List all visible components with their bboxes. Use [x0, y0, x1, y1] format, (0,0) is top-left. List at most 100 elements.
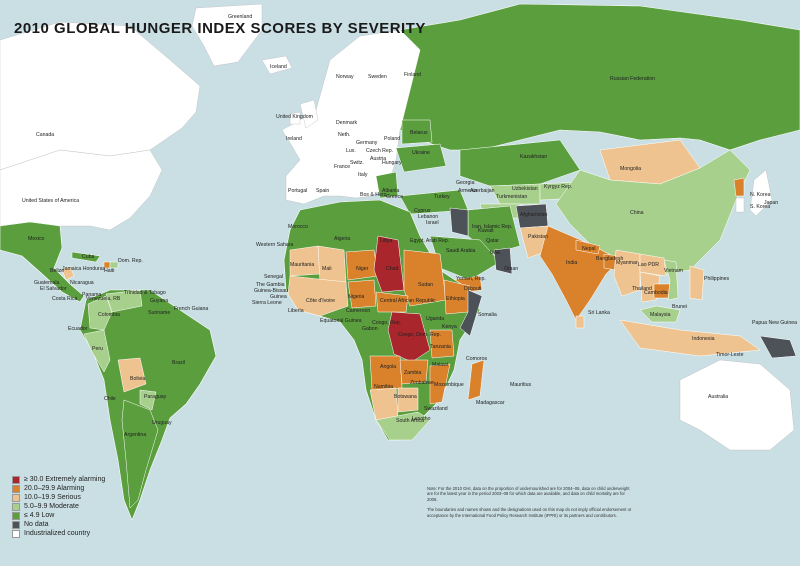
- region-n-korea: [733, 177, 745, 197]
- label-france: France: [334, 164, 350, 170]
- label-iran: Iran, Islamic Rep.: [472, 224, 512, 230]
- region-uzbekistan: [489, 183, 541, 205]
- legend-item-serious: 10.0–19.9 Serious: [12, 493, 105, 502]
- label-kenya: Kenya: [442, 324, 457, 330]
- label-spain: Spain: [316, 188, 329, 194]
- region-sri-lanka: [575, 315, 585, 329]
- legend: ≥ 30.0 Extremely alarming 20.0–29.9 Alar…: [12, 475, 105, 538]
- label-turkmenistan: Turkmenistan: [496, 194, 527, 200]
- region-iceland: [261, 55, 293, 75]
- label-thailand: Thailand: [632, 286, 652, 292]
- map-note: Note: For the 2010 GHI, data on the prop…: [427, 486, 632, 523]
- legend-label: 20.0–29.9 Alarming: [24, 485, 85, 492]
- region-mauritania: [289, 245, 321, 277]
- label-senegal: Senegal: [264, 274, 283, 280]
- label-angola: Angola: [380, 364, 396, 370]
- label-guyana: Guyana: [150, 298, 168, 304]
- label-guinea-bissau: Guinea-Bissau: [254, 288, 288, 294]
- label-austria: Austria: [370, 156, 386, 162]
- region-tanzania: [429, 329, 455, 359]
- region-madagascar: [467, 359, 485, 401]
- label-sweden: Sweden: [368, 74, 387, 80]
- region-argentina: [121, 399, 159, 509]
- label-japan: Japan: [764, 200, 778, 206]
- label-switz: Switz.: [350, 160, 364, 166]
- label-sri-lanka: Sri Lanka: [588, 310, 610, 316]
- label-ethiopia: Ethiopia: [446, 296, 465, 302]
- region-iraq: [449, 207, 469, 237]
- label-lebanon: Lebanon: [418, 214, 438, 220]
- region-nepal: [575, 239, 601, 255]
- label-uzbekistan: Uzbekistan: [512, 186, 538, 192]
- label-israel: Israel: [426, 220, 439, 226]
- legend-label: 5.0–9.9 Moderate: [24, 503, 79, 510]
- label-egypt: Egypt, Arab Rep.: [410, 238, 449, 244]
- label-n-korea: N. Korea: [750, 192, 771, 198]
- label-malaysia: Malaysia: [650, 312, 671, 318]
- label-cyprus: Cyprus: [414, 208, 431, 214]
- label-mexico: Mexico: [28, 236, 45, 242]
- region-somalia: [459, 289, 483, 337]
- label-china: China: [630, 210, 644, 216]
- legend-swatch: [12, 475, 20, 484]
- region-philippines: [689, 265, 705, 301]
- legend-label: Industrialized country: [24, 530, 91, 537]
- note-data-sources: Note: For the 2010 GHI, data on the prop…: [427, 486, 630, 502]
- label-pakistan: Pakistan: [528, 234, 548, 240]
- label-oman: Oman: [504, 266, 518, 272]
- region-indonesia: [619, 319, 761, 357]
- region-s-korea: [735, 197, 745, 213]
- label-sudan: Sudan: [418, 282, 433, 288]
- label-guinea: Guinea: [270, 294, 287, 300]
- legend-item-no-data: No data: [12, 520, 105, 529]
- label-vietnam: Vietnam: [664, 268, 683, 274]
- label-philippines: Philippines: [704, 276, 729, 282]
- label-kyrgyz: Kyrgyz Rep.: [544, 184, 572, 190]
- legend-swatch: [12, 502, 20, 511]
- label-czech: Czech Rep.: [366, 148, 393, 154]
- map-labels: Greenland Iceland Canada United States o…: [22, 14, 797, 438]
- label-ecuador: Ecuador: [68, 326, 88, 332]
- region-china: [555, 149, 751, 277]
- region-west-africa: [287, 275, 349, 317]
- label-sierra-leone: Sierra Leone: [252, 300, 282, 306]
- label-russia: Russian Federation: [610, 76, 655, 82]
- label-greenland: Greenland: [228, 14, 252, 20]
- label-suriname: Suriname: [148, 310, 170, 316]
- region-myanmar: [613, 249, 641, 297]
- map-title: 2010 GLOBAL HUNGER INDEX SCORES BY SEVER…: [14, 20, 426, 37]
- label-comoros: Comoros: [466, 356, 487, 362]
- legend-swatch: [12, 520, 20, 529]
- label-india: India: [566, 260, 577, 266]
- legend-label: 10.0–19.9 Serious: [24, 494, 81, 501]
- label-brunei: Brunei: [672, 304, 687, 310]
- region-cuba: [71, 251, 101, 263]
- label-kazakhstan: Kazakhstan: [520, 154, 547, 160]
- label-uae: UAE: [490, 250, 501, 256]
- legend-label: ≤ 4.9 Low: [24, 512, 55, 519]
- label-azerbaijan: Azerbaijan: [470, 188, 495, 194]
- label-png: Papua New Guinea: [752, 320, 797, 326]
- label-chile: Chile: [104, 396, 116, 402]
- legend-item-moderate: 5.0–9.9 Moderate: [12, 502, 105, 511]
- region-south-africa: [375, 411, 431, 441]
- label-italy: Italy: [358, 172, 368, 178]
- label-mauritania: Mauritania: [290, 262, 314, 268]
- label-chad: Chad: [386, 266, 399, 272]
- region-ukraine: [395, 143, 447, 173]
- label-paraguay: Paraguay: [144, 394, 167, 400]
- label-trinidad: Trinidad & Tobago: [124, 290, 166, 296]
- label-nicaragua: Nicaragua: [70, 280, 94, 286]
- label-denmark: Denmark: [336, 120, 357, 126]
- region-botswana: [397, 387, 419, 413]
- region-chad: [373, 235, 405, 293]
- region-mali: [317, 245, 347, 285]
- label-belarus: Belarus: [410, 130, 428, 136]
- label-neth: Neth.: [338, 132, 350, 138]
- label-uganda: Uganda: [426, 316, 444, 322]
- label-nepal: Nepal: [582, 246, 596, 252]
- label-gambia: The Gambia: [256, 282, 285, 288]
- region-malaysia: [639, 305, 681, 323]
- region-sudan: [403, 249, 447, 307]
